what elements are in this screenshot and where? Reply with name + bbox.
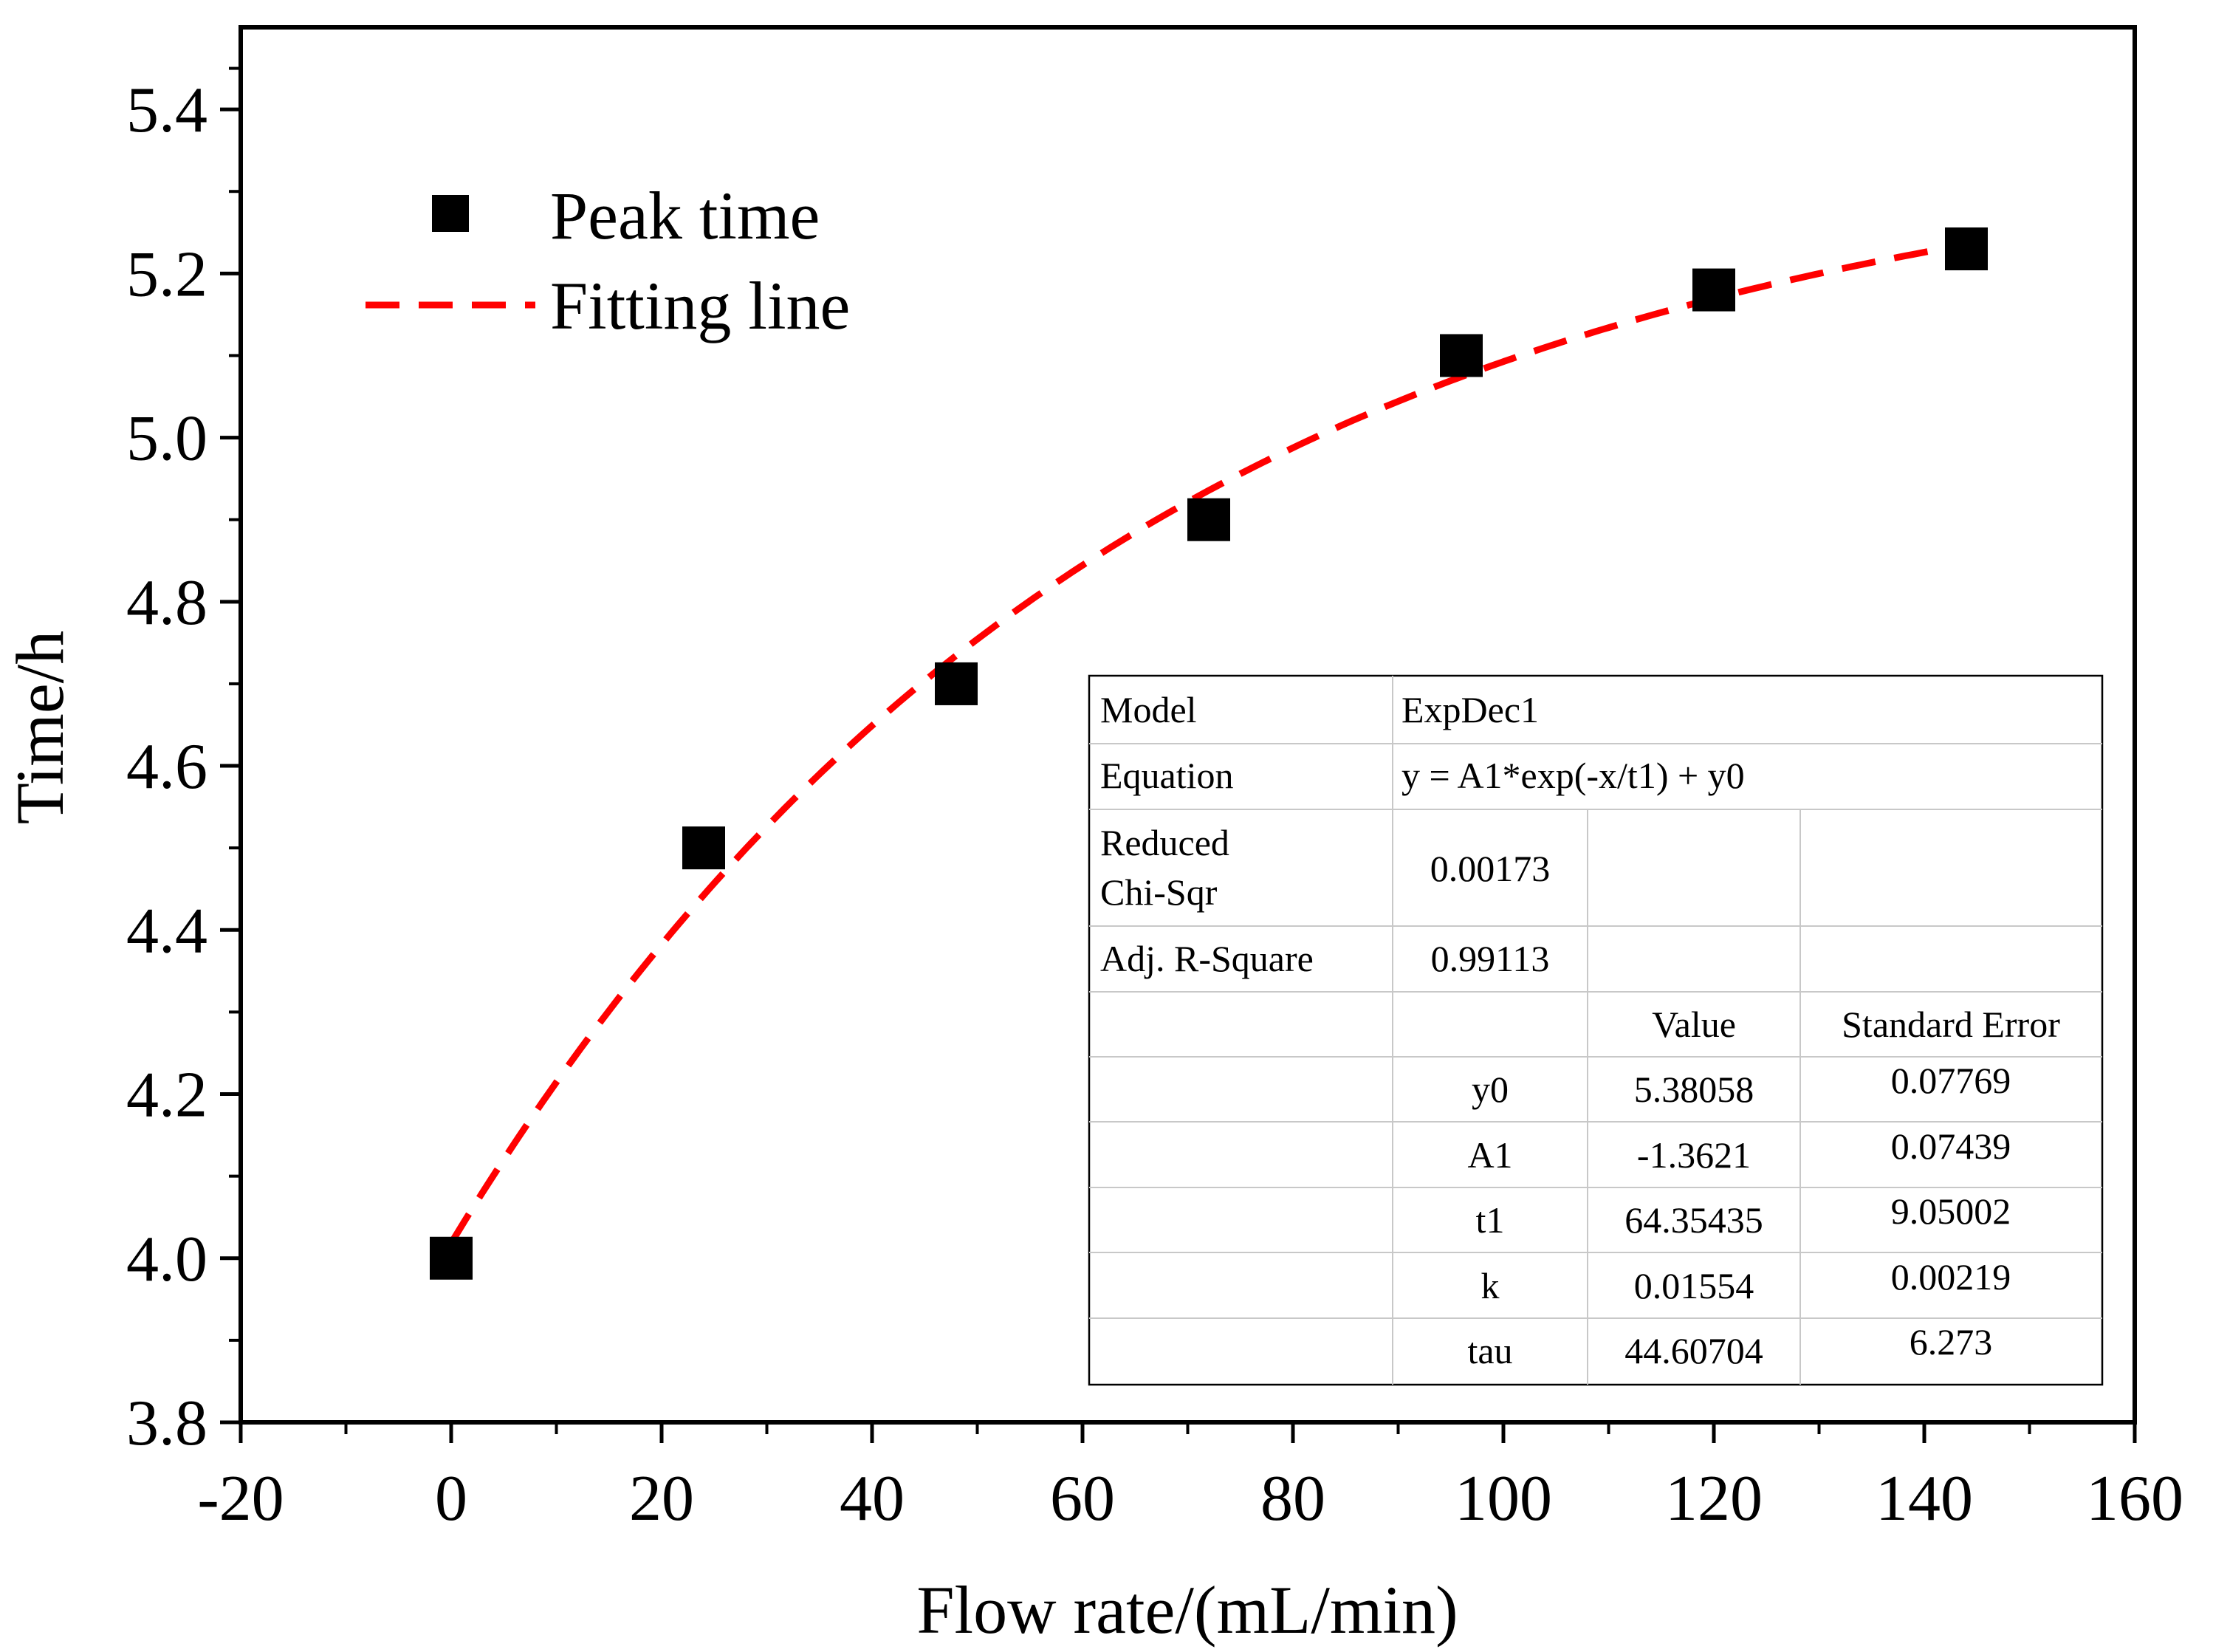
y-tick-label: 4.2: [126, 1060, 207, 1131]
y-tick-label: 4.0: [126, 1224, 207, 1295]
x-tick-label: 100: [1455, 1463, 1552, 1535]
data-point: [1945, 227, 1988, 271]
fit-table-param-error: 9.05002: [1891, 1190, 2011, 1232]
data-point: [935, 662, 978, 705]
fit-table-value-header: Value: [1652, 1004, 1736, 1045]
y-tick-label: 5.4: [126, 75, 207, 146]
fit-table-error-header: Standard Error: [1842, 1004, 2060, 1045]
fit-table-r2-label: Adj. R-Square: [1100, 938, 1314, 979]
x-tick-label: 60: [1050, 1463, 1115, 1535]
data-point: [1692, 268, 1735, 312]
fit-table-frame: [1088, 674, 2104, 1386]
fit-table-model-label: Model: [1100, 689, 1197, 730]
legend: Peak time Fitting line: [366, 178, 850, 343]
y-tick-label: 5.2: [126, 239, 207, 310]
fit-table-param-value: -1.3621: [1637, 1134, 1751, 1176]
data-point: [682, 826, 725, 870]
x-tick-label: 80: [1260, 1463, 1325, 1535]
x-tick-label: 140: [1876, 1463, 1973, 1535]
x-tick-label: -20: [197, 1463, 284, 1535]
legend-label-peak-time: Peak time: [550, 178, 820, 253]
data-point: [430, 1236, 473, 1280]
y-tick-label: 5.0: [126, 403, 207, 475]
x-axis-ticks: [239, 1422, 2137, 1443]
fit-table-param-value: 64.35435: [1624, 1199, 1763, 1241]
fit-table-param-error: 0.00219: [1891, 1256, 2011, 1298]
fit-table-param-name: tau: [1467, 1330, 1512, 1371]
fit-table-param-name: y0: [1472, 1069, 1509, 1110]
fit-table-param-error: 6.273: [1910, 1321, 1993, 1363]
legend-label-fitting-line: Fitting line: [550, 268, 850, 343]
x-tick-label: 0: [435, 1463, 467, 1535]
fit-table-chi-value: 0.00173: [1430, 848, 1551, 889]
y-axis-title: Time/h: [2, 631, 78, 824]
y-tick-label: 4.6: [126, 731, 207, 803]
fit-table-model-value: ExpDec1: [1401, 689, 1539, 730]
fit-table-r2-value: 0.99113: [1431, 938, 1550, 979]
fit-table-param-error: 0.07769: [1891, 1060, 2011, 1101]
y-tick-label: 3.8: [126, 1388, 207, 1459]
fit-table-param-value: 44.60704: [1624, 1330, 1763, 1371]
fit-table-chi-label-line2: Chi-Sqr: [1100, 871, 1218, 913]
data-point: [1187, 498, 1230, 541]
fit-table-param-name: t1: [1476, 1199, 1505, 1241]
fit-table-param-name: A1: [1467, 1134, 1512, 1176]
x-tick-label: 160: [2086, 1463, 2183, 1535]
x-tick-label: 40: [840, 1463, 905, 1535]
fit-table-equation-label: Equation: [1100, 755, 1234, 796]
fit-table-equation-value: y = A1*exp(-x/t1) + y0: [1401, 755, 1745, 796]
fit-table-param-name: k: [1481, 1265, 1500, 1306]
y-tick-label: 4.4: [126, 895, 207, 967]
y-axis-tick-labels: 3.8 4.0 4.2 4.4 4.6 4.8 5.0 5.2 5.4: [126, 75, 207, 1459]
fit-table: Model ExpDec1 Equation y = A1*exp(-x/t1)…: [1088, 674, 2104, 1386]
fit-table-grid: [1089, 676, 2102, 1385]
legend-marker-peak-time: [432, 195, 469, 232]
x-axis-title: Flow rate/(mL/min): [916, 1572, 1458, 1648]
y-tick-label: 4.8: [126, 567, 207, 639]
fit-table-param-value: 0.01554: [1634, 1265, 1754, 1306]
data-point: [1440, 334, 1483, 377]
fit-table-chi-label-line1: Reduced: [1100, 822, 1229, 863]
fit-table-param-value: 5.38058: [1634, 1069, 1754, 1110]
x-axis-tick-labels: -20 0 20 40 60 80 100 120 140 160: [197, 1463, 2183, 1535]
x-tick-label: 120: [1665, 1463, 1763, 1535]
y-axis-ticks: [220, 66, 241, 1425]
scatter-markers: [430, 227, 1988, 1280]
x-tick-label: 20: [629, 1463, 694, 1535]
fit-table-param-error: 0.07439: [1891, 1125, 2011, 1167]
